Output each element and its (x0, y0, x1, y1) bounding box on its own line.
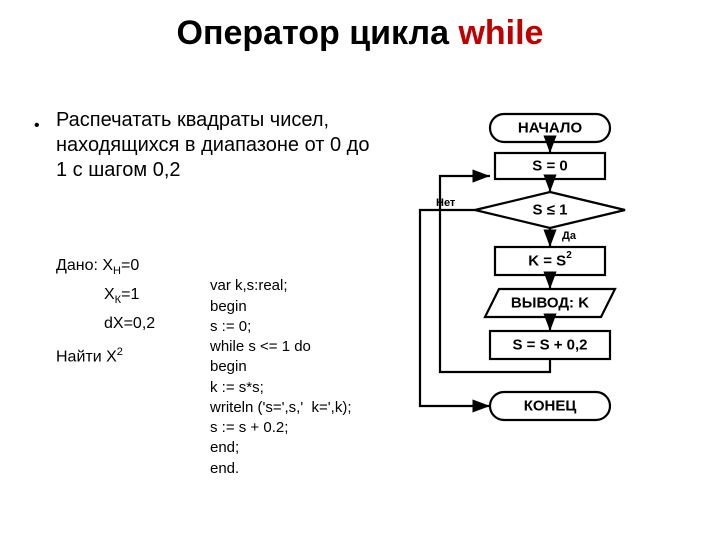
title-prefix: Оператор цикла (177, 14, 459, 52)
svg-text:ВЫВОД: K: ВЫВОД: K (511, 295, 589, 312)
svg-text:КОНЕЦ: КОНЕЦ (524, 398, 577, 415)
code-line: while s <= 1 do (210, 338, 311, 355)
task-text: Распечатать квадраты чисел, находящихся … (56, 109, 369, 181)
given-line-3: dX=0,2 (56, 310, 155, 337)
code-line: k := s*s; (210, 379, 264, 396)
title-keyword: while (458, 14, 543, 52)
bullet-dot-icon: • (34, 116, 40, 136)
svg-text:Нет: Нет (436, 197, 456, 209)
svg-text:S = S + 0,2: S = S + 0,2 (512, 337, 587, 354)
code-line: s := 0; (210, 318, 251, 335)
slide-title: Оператор цикла while (0, 14, 720, 53)
svg-text:S = 0: S = 0 (532, 158, 567, 175)
given-line-1: Дано: XН=0 (56, 252, 155, 281)
given-block: Дано: XН=0 XК=1 dX=0,2 Найти X2 (56, 252, 155, 370)
task-bullet: • Распечатать квадраты чисел, находящихс… (56, 108, 376, 183)
given-line-4: Найти X2 (56, 337, 155, 371)
code-line: begin (210, 358, 247, 375)
given-line-2: XК=1 (56, 281, 155, 310)
code-line: end. (210, 460, 239, 477)
code-block: var k,s:real; begin s := 0; while s <= 1… (210, 256, 351, 499)
code-line: begin (210, 298, 247, 315)
svg-text:S ≤ 1: S ≤ 1 (533, 202, 568, 219)
code-line: end; (210, 439, 239, 456)
code-line: var k,s:real; (210, 277, 288, 294)
flowchart: НАЧАЛО S = 0 S ≤ 1 K = S2 ВЫВОД: K S = S + 0,… (400, 106, 700, 486)
code-line: writeln ('s=',s,' k=',k); (210, 399, 351, 416)
code-line: s := s + 0.2; (210, 419, 288, 436)
svg-text:НАЧАЛО: НАЧАЛО (518, 120, 583, 137)
svg-text:K = S2: K = S2 (528, 250, 572, 270)
svg-text:Да: Да (562, 230, 577, 242)
